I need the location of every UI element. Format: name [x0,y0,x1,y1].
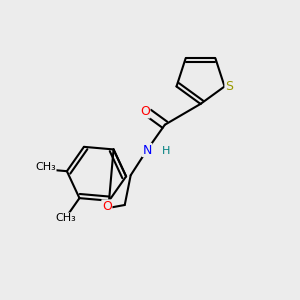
Text: O: O [140,105,150,118]
Text: CH₃: CH₃ [55,213,76,223]
Text: CH₃: CH₃ [35,162,56,172]
Text: O: O [102,200,112,213]
Text: N: N [142,143,152,157]
Text: H: H [162,146,170,157]
Text: S: S [225,80,233,93]
